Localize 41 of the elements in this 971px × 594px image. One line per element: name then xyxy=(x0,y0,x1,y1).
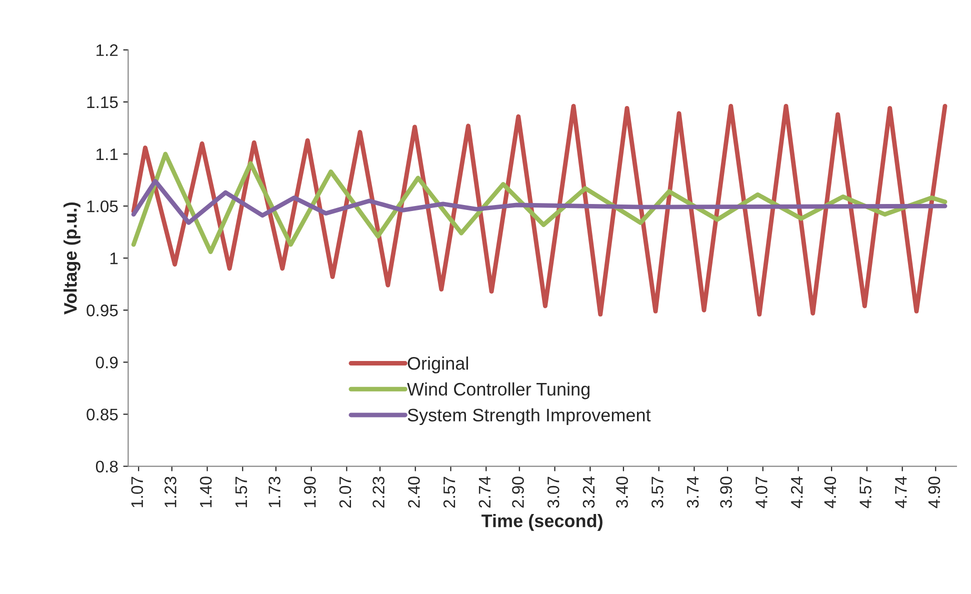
y-tick-label: 0.85 xyxy=(86,408,118,420)
x-tick-label: 3.57 xyxy=(652,476,664,508)
x-tick-label: 4.74 xyxy=(895,476,907,508)
x-tick-label: 3.90 xyxy=(720,476,732,508)
y-tick-label: 1.2 xyxy=(96,44,118,56)
line-series xyxy=(131,178,948,225)
x-tick-label: 1.07 xyxy=(131,476,144,508)
x-tick-label: 2.07 xyxy=(339,476,352,508)
y-tick-label: 1.1 xyxy=(96,148,118,160)
x-tick-label: 2.74 xyxy=(478,476,490,508)
x-tick-label: 3.07 xyxy=(547,476,560,508)
y-tick-label: 1.05 xyxy=(87,200,118,212)
x-tick-label: 4.57 xyxy=(860,476,872,508)
x-tick-label: 4.24 xyxy=(790,476,803,508)
x-tick-label: 2.40 xyxy=(408,476,420,508)
y-tick-label: 0.9 xyxy=(96,356,118,368)
x-tick-label: 2.23 xyxy=(372,476,384,508)
x-tick-label: 4.90 xyxy=(928,476,940,508)
x-tick-label: 1.40 xyxy=(200,476,212,508)
y-tick-label: 0.95 xyxy=(86,304,118,316)
legend-label: Wind Controller Tuning xyxy=(407,382,590,400)
legend-label: Original xyxy=(408,356,468,374)
x-axis-title: Time (second) xyxy=(481,514,602,531)
x-tick-label: 2.90 xyxy=(512,476,524,508)
x-tick-label: 1.73 xyxy=(268,476,280,508)
x-tick-label: 1.57 xyxy=(235,476,248,508)
y-tick-label: 0.8 xyxy=(96,460,118,472)
x-tick-label: 1.23 xyxy=(164,476,176,508)
x-tick-label: 3.24 xyxy=(582,476,595,508)
y-tick-label: 1 xyxy=(110,252,118,264)
x-tick-label: 2.57 xyxy=(443,476,456,508)
y-tick-label: 1.15 xyxy=(87,96,118,108)
x-tick-label: 4.07 xyxy=(756,476,768,508)
x-tick-label: 3.74 xyxy=(686,476,699,508)
line-series xyxy=(131,152,948,254)
line-series xyxy=(131,104,948,317)
legend-label: System Strength Improvement xyxy=(408,408,651,426)
x-tick-label: 3.40 xyxy=(616,476,628,508)
x-tick-label: 4.40 xyxy=(824,476,836,508)
y-axis-title: Voltage (p.u.) xyxy=(64,202,80,314)
x-tick-label: 1.90 xyxy=(304,476,316,508)
